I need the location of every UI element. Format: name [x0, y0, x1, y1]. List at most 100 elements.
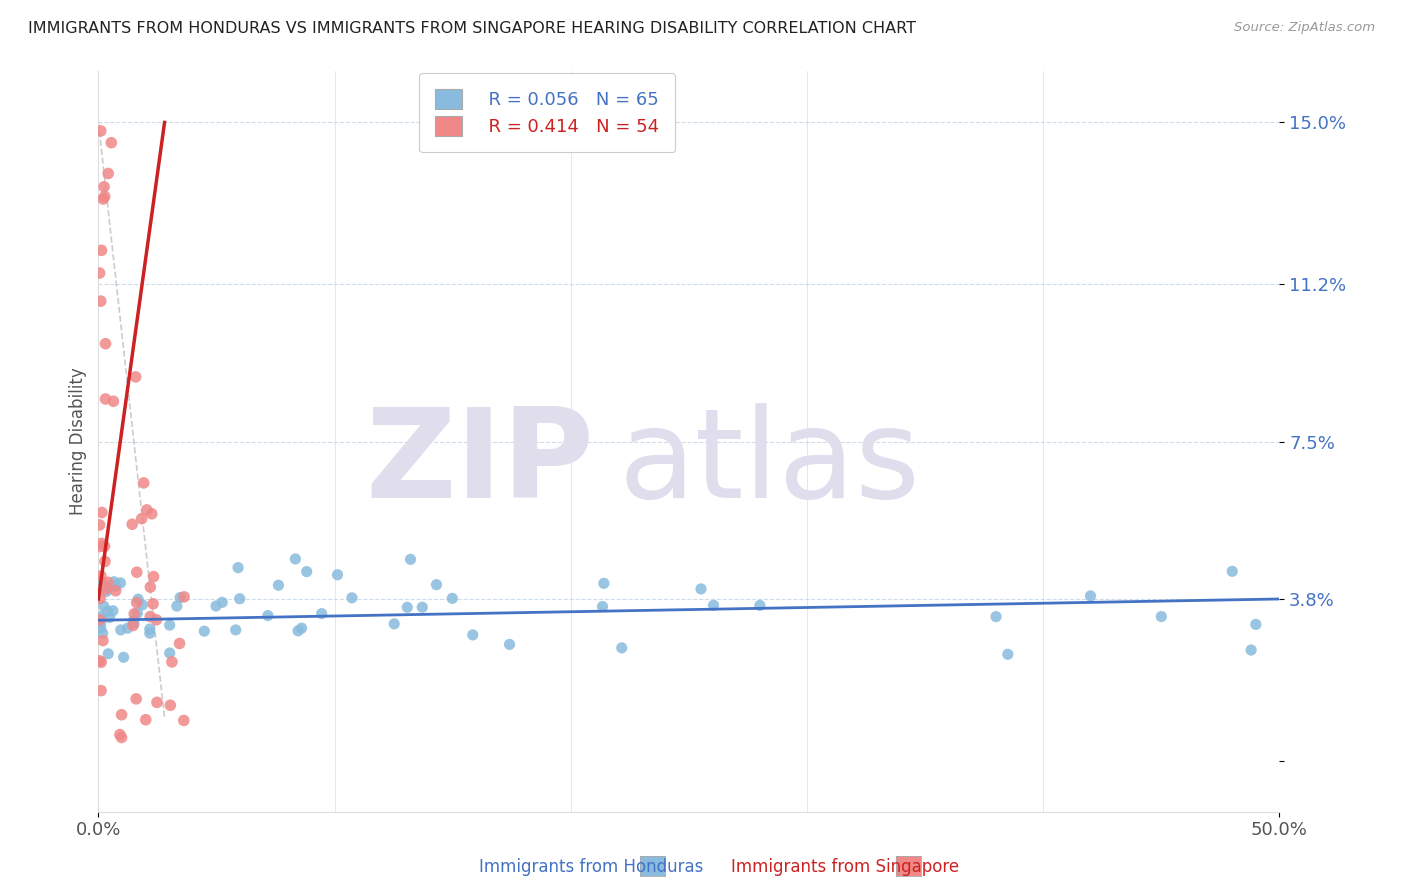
- Point: [104, 579, 127, 593]
- Point: [166, 599, 188, 613]
- Point: [225, 623, 247, 637]
- Point: [121, 517, 143, 532]
- Point: [131, 598, 153, 612]
- Point: [110, 731, 132, 745]
- Point: [139, 609, 162, 624]
- Point: [399, 552, 422, 566]
- Point: [94, 554, 117, 568]
- Point: [90, 615, 112, 630]
- Point: [124, 370, 146, 384]
- Point: [122, 614, 145, 628]
- Point: [159, 618, 181, 632]
- Point: [610, 640, 633, 655]
- Point: [997, 648, 1019, 662]
- Point: [97, 579, 120, 593]
- Point: [139, 580, 162, 594]
- Point: [91, 633, 114, 648]
- Point: [145, 613, 167, 627]
- Point: [90, 655, 112, 669]
- Point: [89, 540, 111, 554]
- Point: [592, 599, 614, 614]
- Point: [97, 647, 120, 661]
- Text: atlas: atlas: [619, 403, 920, 524]
- Point: [139, 626, 162, 640]
- Point: [90, 569, 112, 583]
- Point: [396, 600, 419, 615]
- Point: [97, 575, 120, 590]
- Point: [702, 599, 724, 613]
- Point: [89, 266, 111, 280]
- Point: [984, 609, 1007, 624]
- Point: [93, 189, 115, 203]
- Point: [441, 591, 464, 606]
- Point: [90, 124, 112, 138]
- Point: [1080, 589, 1102, 603]
- Point: [169, 636, 191, 650]
- Point: [90, 574, 112, 589]
- Point: [93, 179, 115, 194]
- Point: [311, 607, 333, 621]
- Point: [125, 596, 148, 610]
- Text: Immigrants from Honduras: Immigrants from Honduras: [478, 858, 703, 876]
- Point: [284, 552, 307, 566]
- Point: [257, 608, 280, 623]
- Point: [193, 624, 215, 639]
- Point: [160, 655, 183, 669]
- Point: [135, 713, 157, 727]
- Point: [91, 506, 114, 520]
- Point: [110, 575, 132, 590]
- Point: [748, 599, 770, 613]
- Point: [103, 394, 125, 409]
- Point: [108, 728, 131, 742]
- Point: [94, 336, 117, 351]
- Point: [90, 294, 112, 309]
- Point: [110, 623, 132, 637]
- Point: [295, 565, 318, 579]
- Point: [89, 654, 111, 668]
- Point: [91, 192, 114, 206]
- Text: IMMIGRANTS FROM HONDURAS VS IMMIGRANTS FROM SINGAPORE HEARING DISABILITY CORRELA: IMMIGRANTS FROM HONDURAS VS IMMIGRANTS F…: [28, 21, 917, 36]
- Point: [159, 698, 181, 713]
- Point: [125, 691, 148, 706]
- Point: [97, 167, 120, 181]
- Point: [141, 507, 163, 521]
- Point: [94, 582, 117, 596]
- Point: [112, 650, 135, 665]
- Point: [1150, 609, 1173, 624]
- Point: [110, 707, 132, 722]
- Point: [90, 683, 112, 698]
- Point: [291, 621, 314, 635]
- Point: [131, 511, 153, 525]
- Point: [226, 560, 249, 574]
- Point: [139, 622, 162, 636]
- Point: [89, 517, 111, 532]
- Point: [461, 628, 484, 642]
- Point: [125, 565, 148, 579]
- Point: [127, 592, 149, 607]
- Point: [90, 609, 112, 624]
- Text: Immigrants from Singapore: Immigrants from Singapore: [731, 858, 959, 876]
- Point: [142, 569, 165, 583]
- Point: [122, 616, 145, 631]
- Point: [90, 536, 112, 550]
- Point: [592, 576, 614, 591]
- Point: [287, 624, 309, 638]
- Point: [382, 616, 405, 631]
- Point: [124, 607, 146, 621]
- Point: [132, 475, 155, 490]
- Point: [94, 392, 117, 406]
- Point: [690, 582, 713, 596]
- Point: [100, 136, 122, 150]
- Point: [1220, 564, 1243, 578]
- Point: [326, 567, 349, 582]
- Y-axis label: Hearing Disability: Hearing Disability: [69, 368, 87, 516]
- Point: [91, 626, 114, 640]
- Text: Source: ZipAtlas.com: Source: ZipAtlas.com: [1234, 21, 1375, 34]
- Point: [159, 646, 181, 660]
- Point: [228, 591, 250, 606]
- Point: [98, 610, 121, 624]
- Point: [90, 244, 112, 258]
- Point: [93, 599, 115, 614]
- Point: [173, 714, 195, 728]
- Point: [267, 578, 290, 592]
